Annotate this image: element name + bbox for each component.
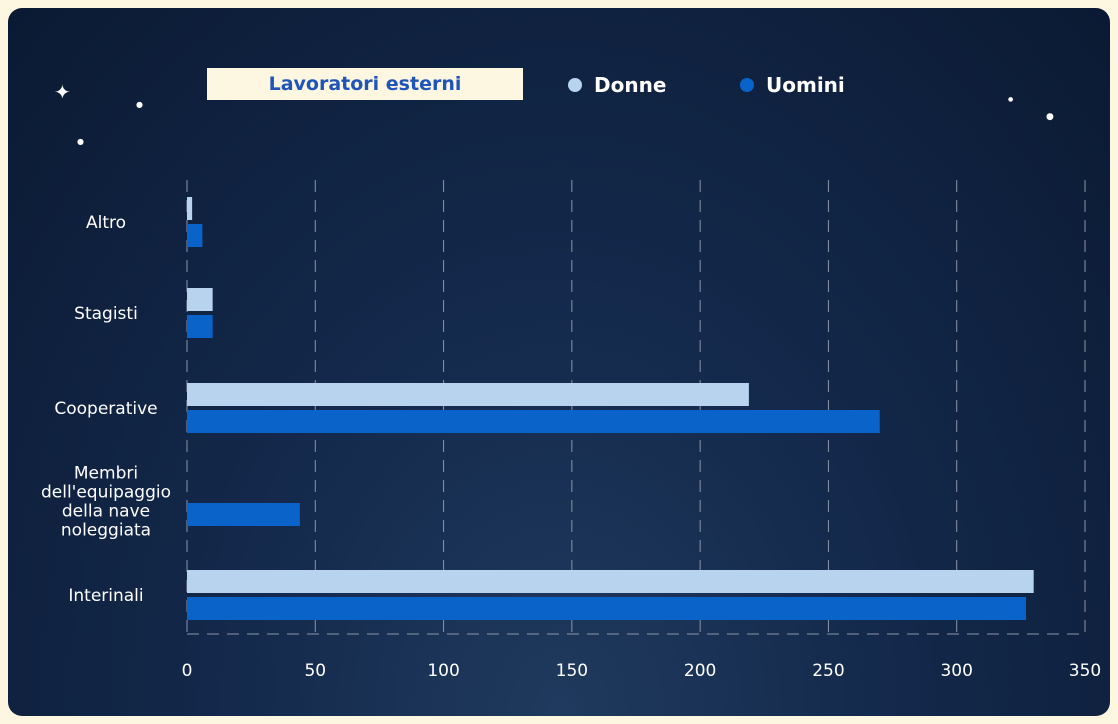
y-category-label: Interinali <box>68 586 143 606</box>
y-category-label: Stagisti <box>74 304 138 324</box>
x-tick-label: 350 <box>1069 661 1101 681</box>
legend-label-uomini: Uomini <box>766 73 845 97</box>
bar-uomini <box>187 410 880 433</box>
legend-label-donne: Donne <box>594 73 667 97</box>
bar-donne <box>187 570 1034 593</box>
y-category-label-line: della nave <box>62 502 150 522</box>
legend-item-uomini: Uomini <box>740 70 845 100</box>
x-tick-label: 150 <box>556 661 588 681</box>
y-category-label-line: noleggiata <box>61 521 151 541</box>
x-tick-label: 100 <box>427 661 459 681</box>
legend-swatch-donne <box>568 78 582 92</box>
legend-title: Lavoratori esterni <box>207 68 523 100</box>
star-dot-icon: ● <box>1046 112 1054 122</box>
y-category-label-line: dell'equipaggio <box>41 483 171 503</box>
y-category-label-line: Altro <box>86 213 126 233</box>
y-category-label-line: Interinali <box>68 586 143 606</box>
bar-uomini <box>187 503 300 526</box>
bar-donne <box>187 197 193 220</box>
bar-donne <box>187 288 213 311</box>
x-tick-label: 50 <box>304 661 326 681</box>
x-tick-label: 250 <box>812 661 844 681</box>
y-category-label-line: Membri <box>74 464 138 484</box>
star-dot-icon: ● <box>77 137 84 146</box>
legend-item-donne: Donne <box>568 70 666 100</box>
y-category-label: Altro <box>86 213 126 233</box>
sparkle-star-icon: ✦ <box>54 80 71 104</box>
y-category-label-line: Stagisti <box>74 304 138 324</box>
x-tick-label: 300 <box>940 661 972 681</box>
bar-donne <box>187 383 749 406</box>
y-category-label-line: Cooperative <box>54 399 157 419</box>
x-tick-label: 200 <box>684 661 716 681</box>
x-tick-label: 0 <box>182 661 193 681</box>
y-category-label: Membri dell'equipaggio della nave noleggiat… <box>41 464 171 541</box>
bar-uomini <box>187 597 1026 620</box>
star-dot-icon: ● <box>136 100 143 109</box>
y-category-label: Cooperative <box>54 399 157 419</box>
legend-swatch-uomini <box>740 78 754 92</box>
star-dot-icon: ● <box>1008 96 1014 103</box>
bar-uomini <box>187 315 213 338</box>
bar-uomini <box>187 224 203 247</box>
